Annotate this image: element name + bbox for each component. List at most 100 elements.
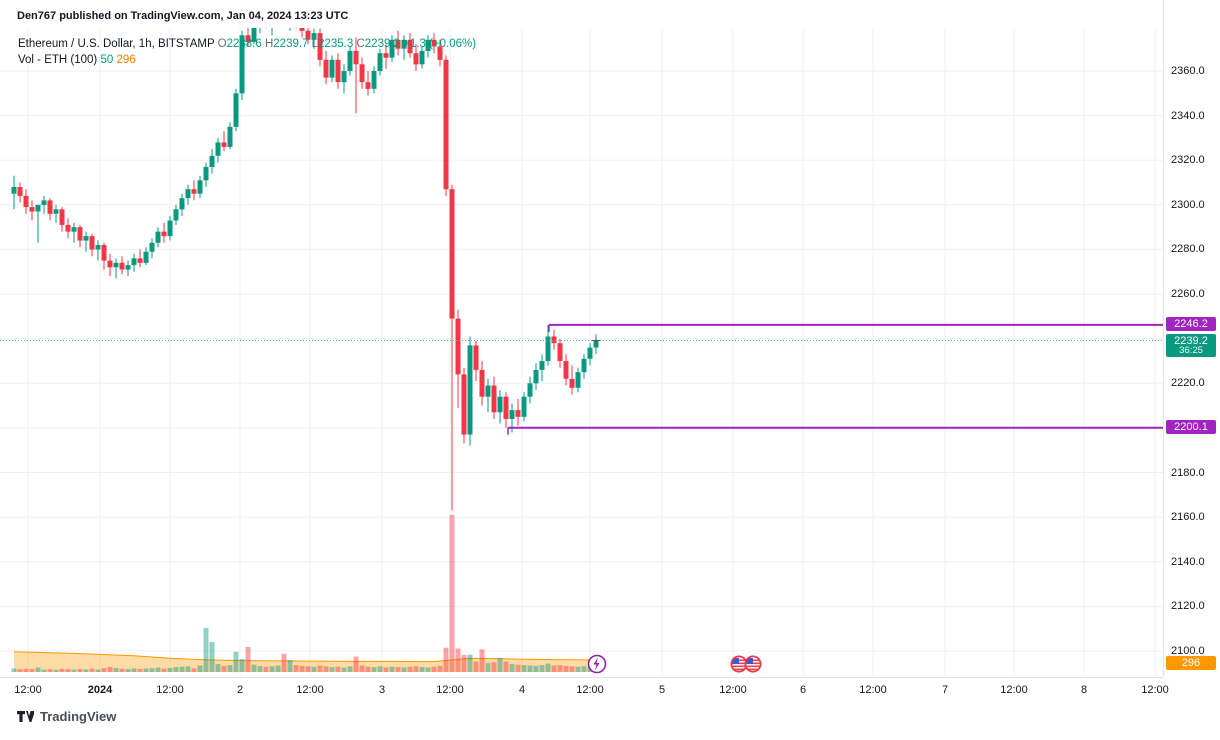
candle-body[interactable] bbox=[35, 204, 41, 212]
candle-body[interactable] bbox=[419, 50, 425, 65]
candle-body[interactable] bbox=[335, 59, 341, 83]
candle-body[interactable] bbox=[497, 396, 503, 413]
candle-body[interactable] bbox=[270, 20, 275, 25]
time-axis[interactable]: 12:00 2024 12:00 2 12:00 3 12:00 4 12:00 5 12:00 6 1… bbox=[0, 677, 1169, 704]
candle-body[interactable] bbox=[461, 374, 467, 435]
candle-body[interactable] bbox=[545, 336, 551, 362]
candle-body[interactable] bbox=[282, 13, 287, 20]
candle-body[interactable] bbox=[437, 46, 443, 60]
candle-body[interactable] bbox=[389, 39, 395, 58]
candle-body[interactable] bbox=[365, 82, 371, 89]
candle-body[interactable] bbox=[53, 209, 59, 214]
candle-body[interactable] bbox=[467, 345, 473, 435]
candle-body[interactable] bbox=[107, 260, 113, 268]
candle-body[interactable] bbox=[137, 258, 143, 263]
candle-body[interactable] bbox=[551, 336, 557, 344]
candle-body[interactable] bbox=[179, 198, 185, 210]
candle-body[interactable] bbox=[29, 207, 35, 212]
candle-body[interactable] bbox=[569, 378, 575, 388]
candle-body[interactable] bbox=[119, 262, 125, 270]
candle-body[interactable] bbox=[143, 251, 149, 263]
candle-body[interactable] bbox=[401, 39, 407, 49]
candle-body[interactable] bbox=[23, 195, 29, 208]
candle-body[interactable] bbox=[149, 242, 155, 252]
candle-body[interactable] bbox=[59, 209, 65, 225]
candle-body[interactable] bbox=[155, 231, 161, 243]
candle-body[interactable] bbox=[557, 343, 563, 361]
candle-body[interactable] bbox=[221, 142, 227, 147]
candle-body[interactable] bbox=[95, 245, 101, 250]
us-holiday-flags-icon[interactable] bbox=[744, 655, 762, 673]
candle-body[interactable] bbox=[264, 18, 269, 25]
candle-body[interactable] bbox=[71, 227, 77, 232]
candle-body[interactable] bbox=[341, 71, 347, 83]
candle-body[interactable] bbox=[167, 220, 173, 237]
candle-body[interactable] bbox=[563, 361, 569, 379]
candle-body[interactable] bbox=[539, 361, 545, 370]
candle-body[interactable] bbox=[581, 358, 587, 373]
candle-body[interactable] bbox=[485, 385, 491, 397]
candle-body[interactable] bbox=[125, 265, 131, 270]
candle-body[interactable] bbox=[17, 187, 23, 196]
candle-body[interactable] bbox=[203, 166, 209, 181]
candle-body[interactable] bbox=[239, 35, 245, 94]
candle-body[interactable] bbox=[191, 189, 197, 194]
candle-body[interactable] bbox=[215, 142, 221, 156]
candle-body[interactable] bbox=[449, 189, 455, 319]
candle-body[interactable] bbox=[527, 383, 533, 397]
candle-body[interactable] bbox=[197, 180, 203, 194]
candle-body[interactable] bbox=[533, 369, 539, 384]
price-axis[interactable]: 2360.0 2340.0 2320.0 2300.0 2280.0 2260.0 2220… bbox=[1163, 0, 1220, 677]
candle-body[interactable] bbox=[371, 71, 377, 89]
candle-body[interactable] bbox=[353, 50, 359, 65]
candle-body[interactable] bbox=[491, 385, 497, 413]
candle-body[interactable] bbox=[173, 209, 179, 221]
candle-body[interactable] bbox=[347, 50, 353, 71]
candle-body[interactable] bbox=[311, 33, 317, 40]
candle-body[interactable] bbox=[425, 39, 431, 51]
candle-body[interactable] bbox=[431, 39, 437, 47]
us-holiday-flags-icon[interactable] bbox=[730, 655, 748, 673]
candle-body[interactable] bbox=[89, 236, 95, 250]
candle-body[interactable] bbox=[299, 24, 305, 31]
candle-body[interactable] bbox=[83, 236, 89, 241]
candle-body[interactable] bbox=[515, 410, 521, 417]
symbol-title[interactable]: Ethereum / U.S. Dollar, 1h, BITSTAMP bbox=[18, 38, 215, 50]
candle-body[interactable] bbox=[131, 258, 137, 266]
candle-body[interactable] bbox=[77, 227, 83, 241]
candle-body[interactable] bbox=[294, 15, 299, 24]
candle-body[interactable] bbox=[575, 372, 581, 388]
candle-body[interactable] bbox=[383, 53, 389, 58]
candle-body[interactable] bbox=[233, 93, 239, 127]
candle-body[interactable] bbox=[479, 369, 485, 397]
candle-body[interactable] bbox=[245, 35, 251, 42]
candle-body[interactable] bbox=[276, 13, 281, 20]
candle-body[interactable] bbox=[227, 126, 233, 147]
candle-body[interactable] bbox=[413, 53, 419, 65]
candle-body[interactable] bbox=[377, 53, 383, 71]
candle-body[interactable] bbox=[395, 39, 401, 49]
candle-body[interactable] bbox=[11, 187, 17, 194]
candle-body[interactable] bbox=[113, 262, 119, 268]
candle-body[interactable] bbox=[503, 396, 509, 419]
candle-body[interactable] bbox=[443, 59, 449, 190]
candle-body[interactable] bbox=[251, 24, 257, 42]
candle-body[interactable] bbox=[65, 224, 71, 232]
candle-body[interactable] bbox=[185, 189, 191, 199]
candle-body[interactable] bbox=[288, 15, 293, 20]
candle-body[interactable] bbox=[323, 59, 329, 78]
candle-body[interactable] bbox=[209, 155, 215, 167]
volume-legend-row[interactable]: Vol - ETH (100) 50 296 bbox=[18, 52, 476, 68]
candle-body[interactable] bbox=[47, 200, 53, 214]
candle-body[interactable] bbox=[317, 33, 323, 60]
candle-body[interactable] bbox=[407, 39, 413, 54]
candle-body[interactable] bbox=[101, 245, 107, 261]
candle-body[interactable] bbox=[41, 200, 47, 205]
candle-body[interactable] bbox=[455, 318, 461, 375]
price-chart-canvas[interactable] bbox=[0, 0, 1163, 677]
candle-body[interactable] bbox=[359, 64, 365, 83]
candle-body[interactable] bbox=[587, 347, 593, 359]
candle-body[interactable] bbox=[521, 396, 527, 417]
candle-body[interactable] bbox=[473, 345, 479, 370]
candle-body[interactable] bbox=[258, 18, 263, 25]
